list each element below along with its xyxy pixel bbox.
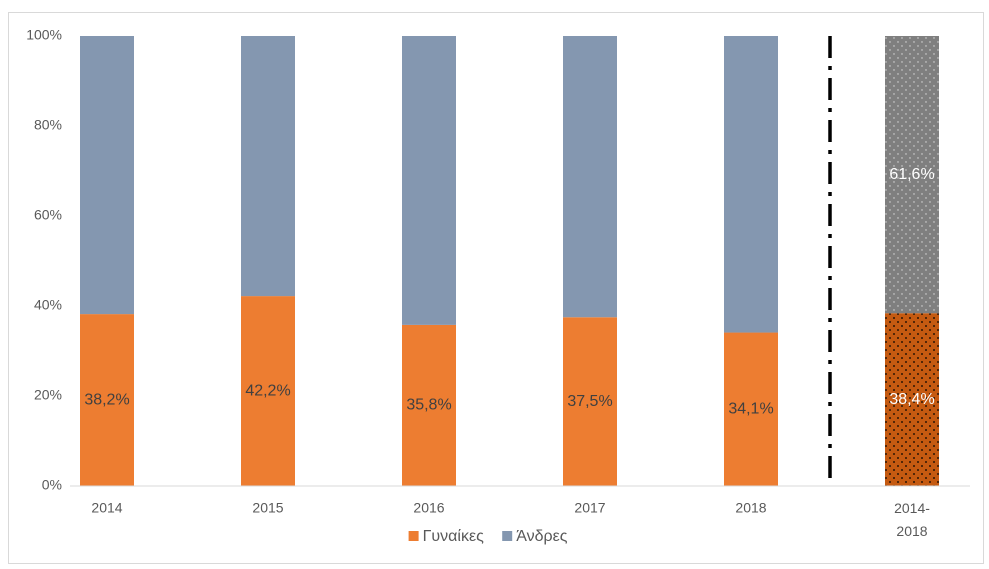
x-tick-label: 2014 (91, 500, 122, 516)
bar-segment (80, 314, 134, 486)
y-tick-label: 0% (42, 477, 62, 493)
bar-pattern (885, 313, 939, 486)
x-tick-label: 2015 (252, 500, 283, 516)
data-label: 38,2% (84, 391, 129, 408)
bar-segment (724, 332, 778, 486)
bar-pattern (885, 36, 939, 314)
bar-segment (563, 36, 617, 318)
y-tick-label: 40% (34, 297, 62, 313)
legend-label: Άνδρες (516, 528, 568, 545)
bar-segment (80, 36, 134, 315)
data-label: 34,1% (728, 400, 773, 417)
y-tick-label: 80% (34, 117, 62, 133)
y-tick-label: 100% (26, 27, 62, 43)
y-tick-label: 60% (34, 207, 62, 223)
bar-segment (724, 36, 778, 333)
x-tick-label: 2018 (735, 500, 766, 516)
y-tick-label: 20% (34, 387, 62, 403)
x-tick-label: 2016 (413, 500, 444, 516)
data-label: 61,6% (889, 166, 934, 183)
data-label: 37,5% (567, 393, 612, 410)
bar-segment (402, 36, 456, 325)
data-label: 38,4% (889, 391, 934, 408)
data-label: 35,8% (406, 397, 451, 414)
bar-segment (241, 296, 295, 486)
data-label: 42,2% (245, 382, 290, 399)
legend-swatch (408, 531, 419, 541)
bar-segment (402, 324, 456, 486)
chart-border (8, 12, 984, 564)
legend-swatch (502, 531, 513, 541)
x-tick-label: 2017 (574, 500, 605, 516)
bar-segment (241, 36, 295, 297)
bar-segment (563, 317, 617, 486)
x-tick-label: 2014-2018 (894, 500, 930, 539)
legend-label: Γυναίκες (423, 528, 485, 545)
